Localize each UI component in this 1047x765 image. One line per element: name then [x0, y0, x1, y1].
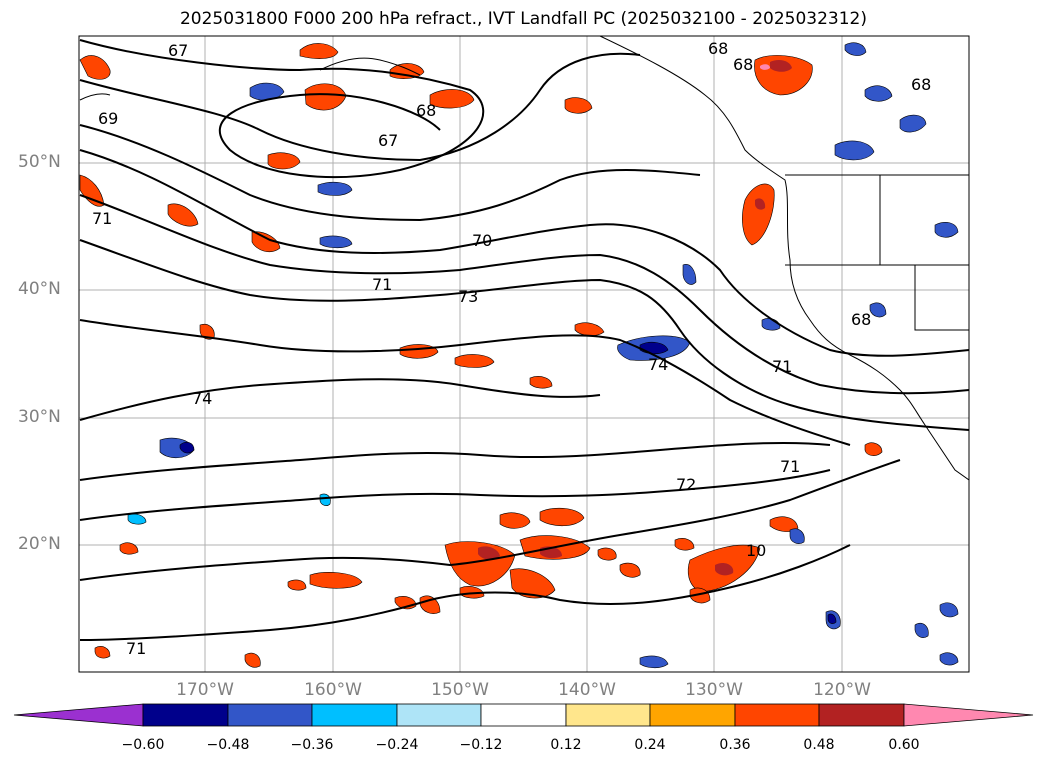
colorbar-swatch — [396, 703, 482, 727]
coastlines — [79, 36, 969, 481]
colorbar-swatch — [734, 703, 820, 727]
contour-label: 68 — [733, 55, 753, 74]
contour-label: 72 — [676, 475, 696, 494]
contour-label: 74 — [648, 355, 668, 374]
contour-label: 70 — [472, 231, 492, 250]
colorbar-tick-label: 0.24 — [634, 737, 666, 753]
colorbar-tick-label: 0.60 — [888, 737, 920, 753]
contour-label: 69 — [98, 109, 118, 128]
contour-label: 68 — [708, 39, 728, 58]
contour-label: 68 — [851, 310, 871, 329]
lon-label: 120°W — [813, 680, 871, 700]
contour-label: 74 — [192, 389, 212, 408]
colorbar-tick-label: 0.12 — [550, 737, 582, 753]
colorbar-tick-label: −0.48 — [206, 737, 250, 753]
colorbar-swatch — [142, 703, 229, 727]
colorbar-swatch — [565, 703, 651, 727]
contour-label: 71 — [372, 275, 392, 294]
colorbar-swatch — [311, 703, 398, 727]
contour-label: 73 — [458, 287, 478, 306]
lat-label: 30°N — [18, 407, 61, 427]
contour-label: 71 — [772, 357, 792, 376]
lat-label: 40°N — [18, 279, 61, 299]
contour-label: 71 — [92, 209, 112, 228]
colorbar-tick-label: −0.12 — [459, 737, 503, 753]
contour-label: 10 — [746, 541, 766, 560]
colorbar-swatch — [480, 703, 567, 727]
map-content: 67 67 68 68 68 68 68 69 70 71 71 71 71 7… — [79, 36, 969, 672]
contour-label: 67 — [378, 131, 398, 150]
contour-label: 71 — [126, 639, 146, 658]
colorbar-extend-low — [13, 703, 144, 727]
lat-label: 50°N — [18, 152, 61, 172]
lon-label: 150°W — [431, 680, 489, 700]
contour-label: 68 — [416, 101, 436, 120]
colorbar-tick-label: −0.24 — [375, 737, 419, 753]
lon-label: 170°W — [176, 680, 234, 700]
colorbar-swatch — [227, 703, 313, 727]
colorbar-tick-label: 0.48 — [803, 737, 835, 753]
contour-label: 67 — [168, 41, 188, 60]
lon-label: 140°W — [558, 680, 616, 700]
lat-label: 20°N — [18, 534, 61, 554]
colorbar-tick-label: 0.36 — [719, 737, 751, 753]
strong-positive-cores — [478, 60, 792, 576]
lon-label: 160°W — [304, 680, 362, 700]
positive-anomaly-patches — [79, 43, 883, 668]
lon-label: 130°W — [685, 680, 743, 700]
colorbar-extend-high — [903, 703, 1034, 727]
colorbar-swatch — [818, 703, 905, 727]
plot-frame — [78, 35, 970, 673]
contour-label: 71 — [780, 457, 800, 476]
colorbar — [13, 703, 1034, 727]
contour-label: 68 — [911, 75, 931, 94]
contour-label-group: 67 67 68 68 68 68 68 69 70 71 71 71 71 7… — [92, 39, 931, 658]
figure-title: 2025031800 F000 200 hPa refract., IVT La… — [179, 9, 867, 29]
colorbar-tick-label: −0.36 — [290, 737, 334, 753]
refractivity-contours — [79, 39, 969, 641]
colorbar-tick-label: −0.60 — [121, 737, 165, 753]
colorbar-swatch — [649, 703, 736, 727]
